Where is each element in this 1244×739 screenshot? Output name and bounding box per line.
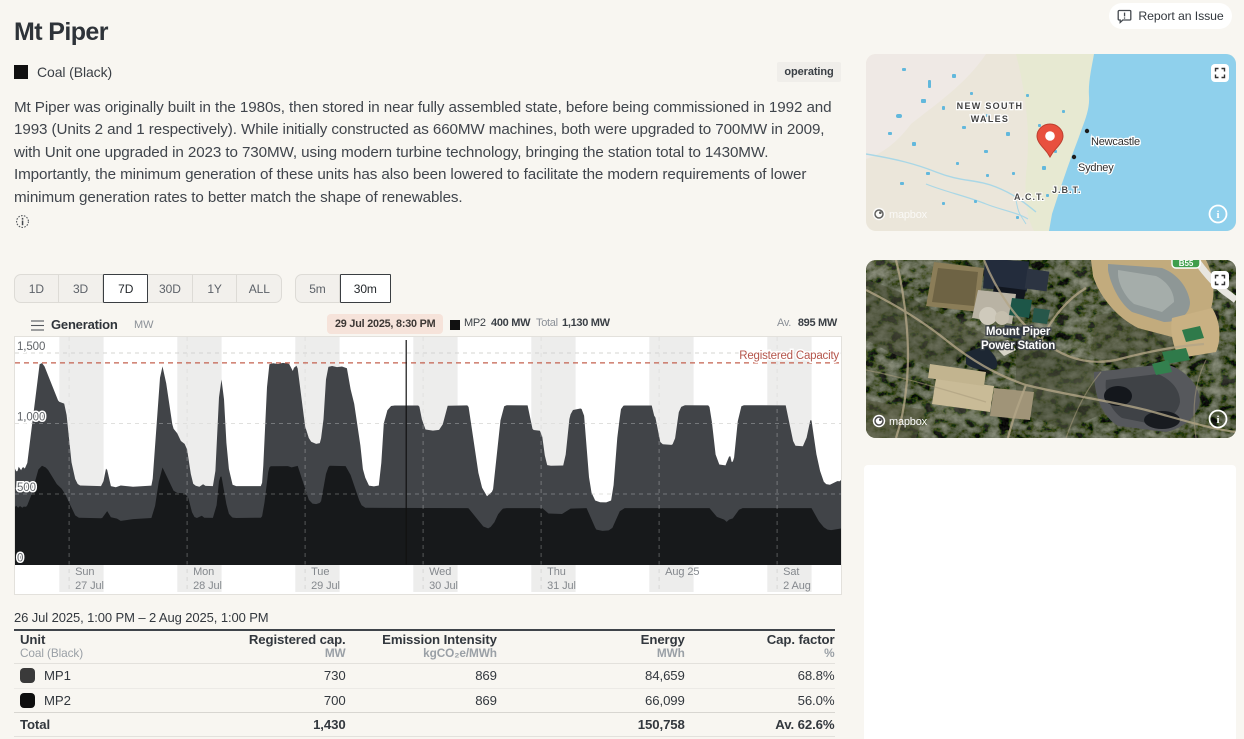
svg-text:27 Jul: 27 Jul [75,580,104,592]
svg-text:i: i [1217,209,1220,221]
svg-text:J.B.T.: J.B.T. [1052,185,1082,195]
svg-text:2 Aug: 2 Aug [783,580,811,592]
svg-text:mapbox: mapbox [889,209,928,221]
svg-text:Wed: Wed [429,566,451,578]
svg-text:WALES: WALES [971,114,1010,124]
svg-text:Newcastle: Newcastle [1091,136,1140,148]
svg-text:Tue: Tue [311,566,329,578]
svg-text:Registered Capacity: Registered Capacity [739,350,839,362]
svg-text:28 Jul: 28 Jul [193,580,222,592]
svg-text:Thu: Thu [547,566,566,578]
svg-text:Mount Piper: Mount Piper [986,326,1051,338]
svg-text:NEW SOUTH: NEW SOUTH [957,101,1024,111]
svg-text:31 Jul: 31 Jul [547,580,576,592]
svg-text:30 Jul: 30 Jul [429,580,458,592]
svg-text:Sat: Sat [783,566,799,578]
svg-text:mapbox: mapbox [889,416,928,428]
svg-text:A.C.T.: A.C.T. [1014,192,1045,202]
svg-text:Sun: Sun [75,566,94,578]
svg-text:Mon: Mon [193,566,214,578]
svg-text:Aug 25: Aug 25 [665,566,699,578]
svg-text:B55: B55 [1179,260,1194,268]
svg-text:Power Station: Power Station [981,340,1055,352]
svg-text:500: 500 [17,482,36,494]
svg-text:29 Jul: 29 Jul [311,580,340,592]
svg-text:1,500: 1,500 [17,341,45,353]
svg-text:i: i [1217,414,1220,426]
svg-text:0: 0 [17,553,23,565]
svg-text:Sydney: Sydney [1078,162,1114,174]
svg-text:1,000: 1,000 [17,412,45,424]
